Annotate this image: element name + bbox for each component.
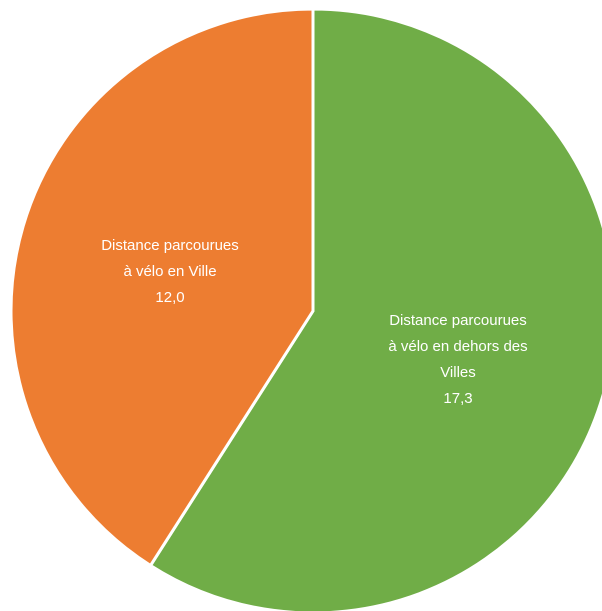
pie-data-labels: Distance parcourues à vélo en dehors des V… bbox=[101, 237, 527, 407]
pie-slice-value: 17,3 bbox=[443, 390, 472, 407]
pie-slice-category-line: Distance parcourues bbox=[101, 237, 239, 254]
pie-slice-value: 12,0 bbox=[155, 289, 184, 306]
pie-slice-category-line: Distance parcourues bbox=[389, 312, 527, 329]
pie-slice-label-2: Distance parcourues à vélo en Ville 12,0 bbox=[101, 237, 239, 306]
pie-slice-label-1: Distance parcourues à vélo en dehors des V… bbox=[388, 312, 527, 407]
pie-slice-category-line: à vélo en dehors des bbox=[388, 338, 527, 355]
pie-slice-1 bbox=[148, 7, 602, 611]
pie-slices bbox=[9, 7, 602, 611]
pie-slice-2 bbox=[9, 7, 315, 568]
pie-slice-category-line: Villes bbox=[440, 364, 476, 381]
pie-slice-category-line: à vélo en Ville bbox=[123, 263, 216, 280]
